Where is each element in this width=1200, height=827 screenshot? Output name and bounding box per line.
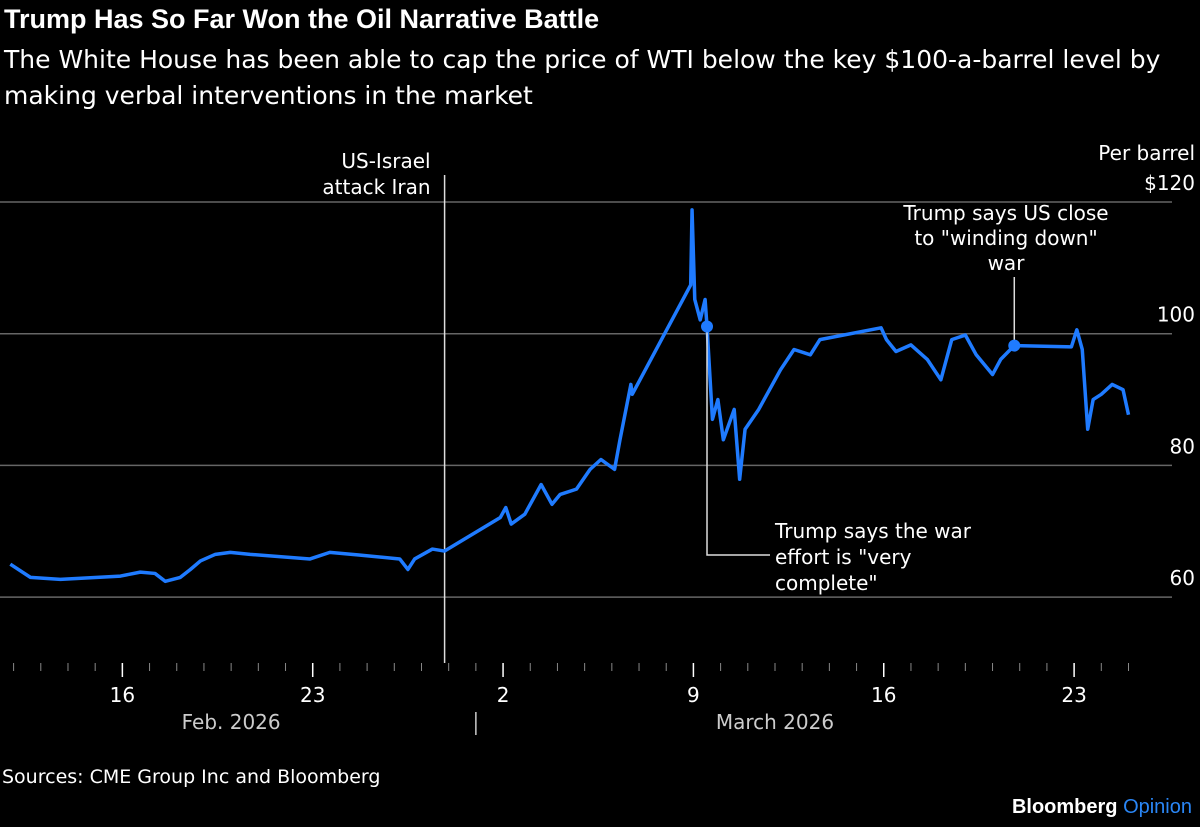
annotation-complete-text: Trump says the war: [774, 519, 972, 543]
annotation-complete-text: complete": [775, 571, 878, 595]
x-tick-label: 2: [497, 683, 510, 707]
brand-name: Bloomberg: [1011, 796, 1118, 818]
x-tick-label: 23: [1061, 683, 1086, 707]
annotation-attack-text: attack Iran: [322, 175, 430, 199]
chart-title: Trump Has So Far Won the Oil Narrative B…: [4, 4, 600, 34]
x-tick-label: 9: [687, 683, 700, 707]
source-note: Sources: CME Group Inc and Bloomberg: [2, 766, 381, 788]
annotation-winding-text: war: [988, 251, 1026, 275]
annotation-winding-text: Trump says US close: [902, 201, 1108, 225]
x-tick-label: 23: [300, 683, 325, 707]
chart-subtitle: The White House has been able to cap the…: [4, 45, 1161, 110]
annotation-complete-text: effort is "very: [775, 545, 912, 569]
annotation-winding-text: to "winding down": [914, 226, 1097, 250]
annotation-attack-text: US-Israel: [341, 149, 430, 173]
month-label: Feb. 2026: [182, 710, 281, 734]
annotation-marker-winding: [1008, 339, 1021, 352]
annotation-leader-complete: [706, 326, 770, 556]
x-tick-label: 16: [110, 683, 135, 707]
brand-logo: Bloomberg Opinion: [1012, 796, 1192, 819]
annotation-marker-complete: [701, 320, 714, 333]
x-tick-label: 16: [871, 683, 896, 707]
series-line-wti: [9, 208, 1131, 584]
y-tick-label: 100: [1157, 303, 1195, 327]
brand-section: Opinion: [1123, 796, 1192, 818]
y-tick-label: 80: [1170, 434, 1195, 458]
y-tick-label: $120: [1144, 171, 1195, 195]
y-axis-label: Per barrel: [1098, 141, 1195, 165]
month-label: March 2026: [716, 710, 834, 734]
y-tick-label: 60: [1170, 566, 1195, 590]
